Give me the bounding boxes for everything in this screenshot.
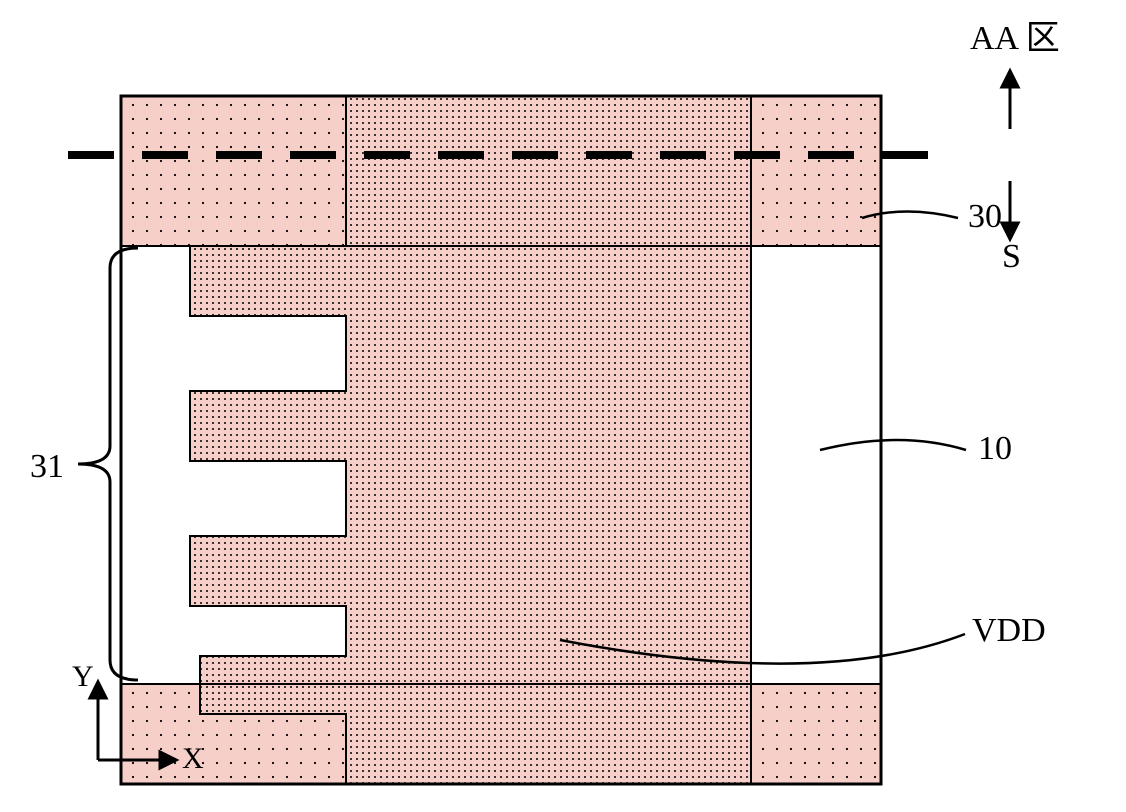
label-31: 31	[30, 448, 64, 486]
diagram-svg	[0, 0, 1126, 807]
label-30: 30	[968, 198, 1002, 236]
brace-31	[78, 248, 138, 680]
label-vdd: VDD	[972, 612, 1046, 650]
label-axis-x: X	[182, 742, 204, 776]
label-s: S	[1002, 238, 1021, 276]
label-aa-region: AA 区	[970, 10, 1060, 59]
label-axis-y: Y	[72, 660, 94, 694]
label-10: 10	[978, 430, 1012, 468]
leader-10	[820, 440, 966, 450]
